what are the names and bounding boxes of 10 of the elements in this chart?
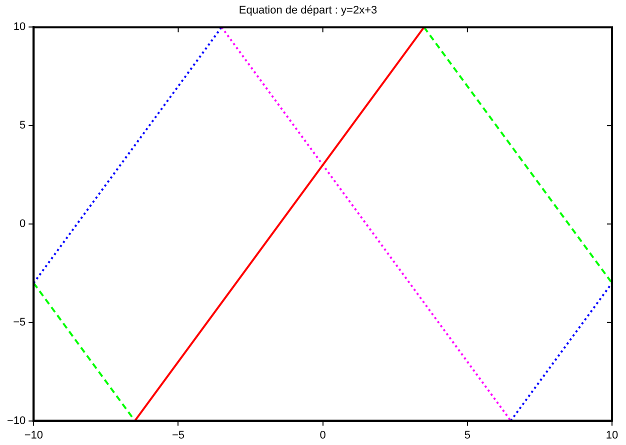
chart-title: Equation de départ : y=2x+3 xyxy=(238,4,378,17)
y-tick-label: 10 xyxy=(13,21,26,34)
x-tick-label: 5 xyxy=(464,429,470,442)
x-tick-label: 10 xyxy=(606,429,618,442)
x-tick-label: −5 xyxy=(172,429,185,442)
y-tick-label: −10 xyxy=(6,414,26,427)
y-tick-label: 0 xyxy=(20,218,26,230)
x-tick-label: 0 xyxy=(320,429,326,442)
y-tick-label: 5 xyxy=(20,120,26,132)
y-tick-label: −5 xyxy=(13,316,26,328)
